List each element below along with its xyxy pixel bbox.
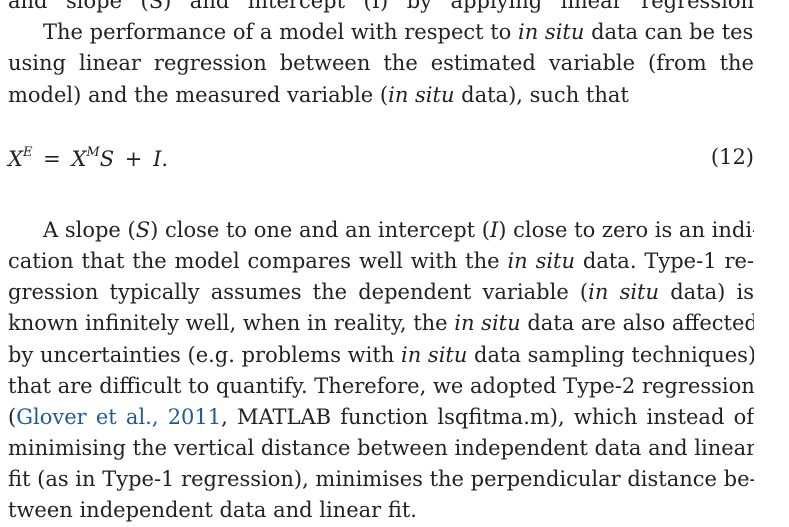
text-run: data are also affected <box>520 311 754 336</box>
italic-term: in situ <box>588 280 660 305</box>
citation-link[interactable]: Glover et al., 2011 <box>16 404 222 429</box>
paragraph-main-line-7: (Glover et al., 2011, MATLAB function ls… <box>8 402 754 433</box>
eq-rhs-variable: X <box>71 146 87 171</box>
text-run: , MATLAB function lsqfitma.m), which ins… <box>221 404 754 429</box>
paragraph-intro-line-1: The performance of a model with respect … <box>8 17 754 48</box>
paragraph-intro-line-3: model) and the measured variable (in sit… <box>8 80 754 111</box>
paragraph-main-line-6: that are difficult to quantify. Therefor… <box>8 373 754 398</box>
paragraph-main-line-10: tween independent data and linear fit. <box>8 498 417 523</box>
text-run: A slope ( <box>43 217 136 242</box>
paragraph-main-line-2: cation that the model compares well with… <box>8 246 754 277</box>
equation-body: XE = XMS + I. <box>8 145 168 171</box>
italic-term: in situ <box>401 342 468 367</box>
paragraph-main-line-4: known infinitely well, when in reality, … <box>8 308 754 339</box>
italic-term: in situ <box>507 248 576 273</box>
eq-lhs: X <box>8 146 23 171</box>
text-run: gression typically assumes the dependent… <box>8 280 589 305</box>
paragraph-main-line-1: A slope (S) close to one and an intercep… <box>8 215 754 246</box>
eq-lhs-superscript: E <box>22 144 33 160</box>
paragraph-intro-line-0: and slope (S) and intercept (I) by apply… <box>8 0 754 13</box>
equation-12: XE = XMS + I. (12) <box>8 129 754 189</box>
text-run: The performance of a model with respect … <box>43 20 519 45</box>
text-run: data sampling techniques) <box>467 342 754 367</box>
text-run: ) close to zero is an indi- <box>498 217 754 242</box>
text-run: data) is <box>659 280 754 305</box>
eq-intercept: I <box>153 146 162 171</box>
text-run: ) close to one and an intercept ( <box>150 217 490 242</box>
text-run: ( <box>8 404 17 429</box>
paragraph-intro-line-2: using linear regression between the esti… <box>8 51 754 76</box>
eq-equals: = <box>43 146 61 171</box>
text-run: cation that the model compares well with… <box>8 248 508 273</box>
text-run: data. Type-1 re- <box>575 248 754 273</box>
italic-term: in situ <box>518 20 585 45</box>
eq-slope: S <box>99 146 115 171</box>
text-run: known infinitely well, when in reality, … <box>8 311 455 336</box>
paragraph-main-line-9: fit (as in Type-1 regression), minimises… <box>8 467 754 492</box>
eq-rhs-superscript: M <box>86 144 100 160</box>
text-run: model) and the measured variable ( <box>8 82 389 107</box>
eq-period: . <box>161 146 169 171</box>
italic-term: in situ <box>454 311 521 336</box>
italic-term: in situ <box>388 82 455 107</box>
text-run: by uncertainties (e.g. problems with <box>8 342 401 367</box>
eq-plus: + <box>124 146 143 171</box>
italic-term: I <box>489 217 499 242</box>
article-text: and slope (S) and intercept (I) by apply… <box>8 0 754 527</box>
italic-term: S <box>135 217 151 242</box>
text-run: data can be tested <box>591 20 754 45</box>
paragraph-main-line-5: by uncertainties (e.g. problems with in … <box>8 340 754 371</box>
text-run: data), such that <box>454 82 629 107</box>
paragraph-main-line-3: gression typically assumes the dependent… <box>8 277 754 308</box>
paragraph-main-line-8: minimising the vertical distance between… <box>8 436 754 461</box>
equation-number: (12) <box>710 144 754 169</box>
